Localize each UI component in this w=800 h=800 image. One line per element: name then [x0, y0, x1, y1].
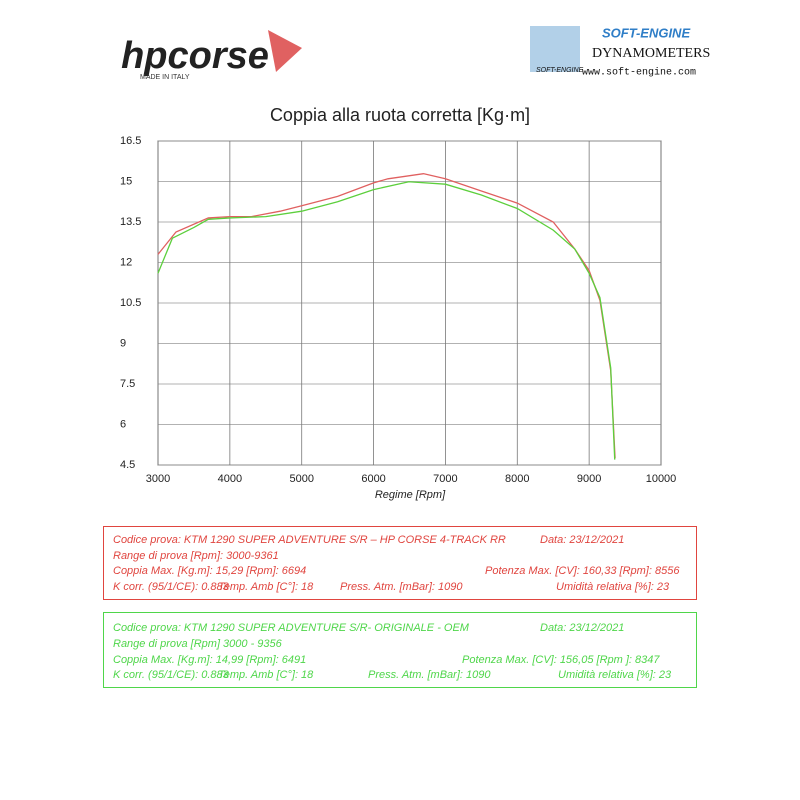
- dyno-logo: [530, 26, 580, 72]
- y-tick-label: 12: [120, 256, 132, 268]
- info: Press. Atm. [mBar]: 1090: [340, 581, 463, 593]
- x-axis-label: Regime [Rpm]: [375, 489, 446, 501]
- dyno-logo-text: SOFT-ENGINE: [536, 67, 584, 74]
- y-tick-label: 10.5: [120, 297, 141, 309]
- y-tick-label: 6: [120, 418, 126, 430]
- info: Codice prova: KTM 1290 SUPER ADVENTURE S…: [113, 534, 506, 546]
- x-tick-label: 4000: [218, 473, 242, 485]
- y-tick-label: 13.5: [120, 216, 141, 228]
- test-box: [103, 612, 697, 688]
- x-tick-label: 9000: [577, 473, 601, 485]
- info: Umidità relativa [%]: 23: [556, 581, 670, 593]
- brand-tagline: MADE IN ITALY: [140, 74, 190, 81]
- info: Range di prova [Rpm]: 3000-9361: [113, 550, 279, 562]
- x-tick-label: 6000: [361, 473, 385, 485]
- brand-logo: hpcorse: [121, 35, 269, 77]
- info: Coppia Max. [Kg.m]: 15,29 [Rpm]: 6694: [113, 565, 307, 577]
- dyno-brand: SOFT-ENGINE: [602, 25, 690, 40]
- info: Codice prova: KTM 1290 SUPER ADVENTURE S…: [113, 622, 469, 634]
- y-tick-label: 7.5: [120, 378, 135, 390]
- info: K corr. (95/1/CE): 0.883: [113, 669, 229, 681]
- x-tick-label: 10000: [646, 473, 677, 485]
- dyno-subtitle: DYNAMOMETERS: [592, 46, 710, 61]
- info: Temp. Amb [C°]: 18: [218, 581, 314, 593]
- info: Potenza Max. [CV]: 156,05 [Rpm ]: 8347: [462, 654, 660, 666]
- x-tick-label: 5000: [289, 473, 313, 485]
- info: K corr. (95/1/CE): 0.883: [113, 581, 229, 593]
- info: Data: 23/12/2021: [540, 534, 625, 546]
- info: Press. Atm. [mBar]: 1090: [368, 669, 491, 681]
- info: Potenza Max. [CV]: 160,33 [Rpm]: 8556: [485, 565, 680, 577]
- x-tick-label: 8000: [505, 473, 529, 485]
- info: Temp. Amb [C°]: 18: [218, 669, 314, 681]
- info: Umidità relativa [%]: 23: [558, 669, 672, 681]
- torque-line: [157, 173, 616, 459]
- chart: hpcorse MADE IN ITALY SOFT-ENGINE DYNAMO…: [120, 25, 710, 501]
- info: Range di prova [Rpm] 3000 - 9356: [113, 638, 282, 650]
- test-box: [103, 526, 697, 600]
- x-tick-label: 7000: [433, 473, 457, 485]
- info: Coppia Max. [Kg.m]: 14,99 [Rpm]: 6491: [113, 654, 307, 666]
- y-tick-label: 16.5: [120, 135, 141, 147]
- y-tick-label: 9: [120, 337, 126, 349]
- torque-line: [157, 181, 616, 460]
- logo-mark: [268, 30, 302, 72]
- y-tick-label: 15: [120, 175, 132, 187]
- info: Data: 23/12/2021: [540, 622, 625, 634]
- y-tick-label: 4.5: [120, 459, 135, 471]
- dyno-url: www.soft-engine.com: [582, 67, 696, 79]
- x-tick-label: 3000: [146, 473, 170, 485]
- chart-title: Coppia alla ruota corretta [Kg·m]: [270, 105, 530, 125]
